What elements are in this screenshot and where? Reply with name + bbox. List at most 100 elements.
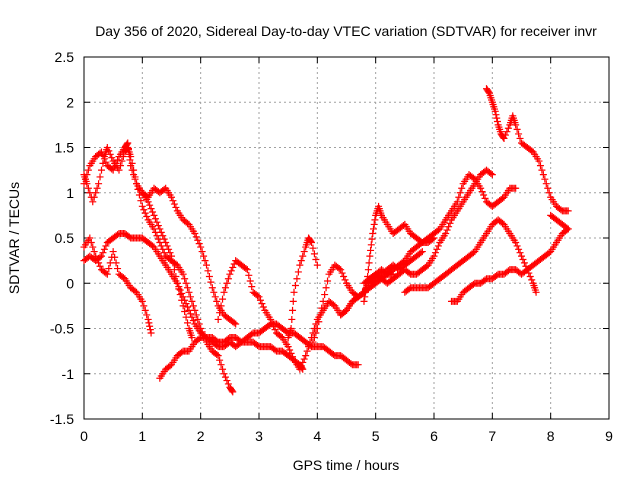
data-point bbox=[516, 134, 524, 142]
data-point bbox=[361, 285, 369, 293]
data-point bbox=[131, 173, 139, 181]
data-point bbox=[297, 362, 305, 370]
data-point bbox=[442, 229, 450, 237]
data-point bbox=[526, 272, 534, 280]
y-tick-label: -1 bbox=[62, 366, 75, 382]
data-point bbox=[228, 387, 236, 395]
data-point bbox=[536, 162, 544, 170]
data-point bbox=[103, 144, 111, 151]
data-point bbox=[194, 315, 202, 323]
data-point bbox=[150, 225, 158, 233]
data-point bbox=[291, 282, 299, 290]
data-point bbox=[140, 206, 148, 214]
data-point bbox=[143, 311, 151, 319]
data-point bbox=[90, 248, 98, 256]
data-point bbox=[267, 315, 275, 323]
data-point bbox=[191, 229, 199, 237]
data-point bbox=[207, 278, 215, 286]
data-point bbox=[178, 289, 186, 297]
data-point bbox=[105, 265, 113, 273]
data-point bbox=[86, 234, 94, 242]
data-point bbox=[446, 219, 454, 227]
data-point bbox=[128, 159, 136, 167]
data-point bbox=[453, 198, 461, 206]
data-point bbox=[501, 131, 509, 139]
data-point bbox=[492, 111, 500, 119]
x-tick-label: 0 bbox=[80, 428, 88, 444]
y-tick-label: -1.5 bbox=[50, 411, 74, 427]
data-point bbox=[294, 268, 302, 276]
data-point bbox=[503, 128, 511, 136]
data-point bbox=[204, 267, 212, 275]
data-point bbox=[179, 293, 187, 301]
data-point bbox=[245, 271, 253, 279]
data-point bbox=[297, 257, 305, 265]
data-point bbox=[92, 189, 100, 197]
data-point bbox=[258, 300, 266, 308]
y-tick-label: 1 bbox=[66, 185, 74, 201]
data-point bbox=[515, 245, 523, 253]
data-point bbox=[134, 185, 142, 193]
data-point bbox=[232, 320, 240, 328]
data-point bbox=[312, 329, 320, 337]
data-point bbox=[205, 272, 213, 280]
data-point bbox=[443, 226, 451, 234]
data-point bbox=[108, 154, 116, 162]
x-tick-label: 7 bbox=[488, 428, 496, 444]
y-tick-label: 1.5 bbox=[55, 140, 75, 156]
data-point bbox=[214, 315, 222, 323]
data-point bbox=[147, 205, 155, 213]
data-point bbox=[146, 322, 154, 330]
data-point bbox=[229, 263, 237, 271]
data-point bbox=[208, 284, 216, 292]
data-point bbox=[147, 329, 155, 337]
chart-title: Day 356 of 2020, Sidereal Day-to-day VTE… bbox=[95, 23, 597, 39]
series-sat-l bbox=[360, 166, 496, 287]
data-point bbox=[303, 347, 311, 355]
data-point bbox=[500, 134, 508, 142]
data-point bbox=[99, 249, 107, 257]
axis-ticks: 0 1 2 3 4 5 6 7 8 9 -1.5 -1 -0.5 0 0.5 1 1.5 2 2.5 bbox=[50, 49, 613, 444]
data-point bbox=[539, 171, 547, 179]
data-point bbox=[369, 229, 377, 237]
data-point bbox=[491, 107, 499, 115]
data-point bbox=[223, 377, 231, 385]
data-point bbox=[255, 293, 263, 301]
data-point bbox=[532, 288, 540, 296]
data-point bbox=[487, 170, 495, 178]
data-point bbox=[203, 261, 210, 269]
data-point bbox=[143, 213, 151, 221]
data-point bbox=[146, 326, 154, 334]
data-point bbox=[417, 249, 425, 257]
data-point bbox=[319, 297, 327, 305]
data-point bbox=[542, 180, 550, 188]
data-point bbox=[456, 189, 464, 197]
data-point bbox=[544, 184, 552, 192]
data-point bbox=[538, 166, 546, 174]
data-point bbox=[519, 255, 527, 263]
data-point bbox=[299, 252, 307, 260]
data-point bbox=[86, 189, 94, 197]
data-point bbox=[175, 283, 183, 291]
data-point bbox=[105, 147, 113, 155]
data-point bbox=[102, 269, 110, 277]
data-point bbox=[366, 252, 374, 260]
data-point bbox=[198, 248, 206, 256]
data-point bbox=[434, 242, 442, 250]
series-sat-g bbox=[214, 257, 397, 373]
data-point bbox=[173, 279, 181, 287]
data-point bbox=[181, 296, 189, 304]
data-point bbox=[90, 193, 98, 201]
data-point bbox=[293, 275, 301, 283]
data-point bbox=[84, 166, 92, 174]
data-point bbox=[153, 232, 161, 240]
data-point bbox=[518, 252, 525, 260]
data-point bbox=[181, 275, 189, 283]
data-point bbox=[154, 222, 162, 230]
data-point bbox=[162, 239, 170, 247]
data-point bbox=[200, 252, 208, 260]
data-point bbox=[515, 130, 523, 138]
series-sat-c bbox=[80, 234, 155, 337]
data-point bbox=[299, 358, 307, 366]
data-point bbox=[359, 289, 367, 297]
